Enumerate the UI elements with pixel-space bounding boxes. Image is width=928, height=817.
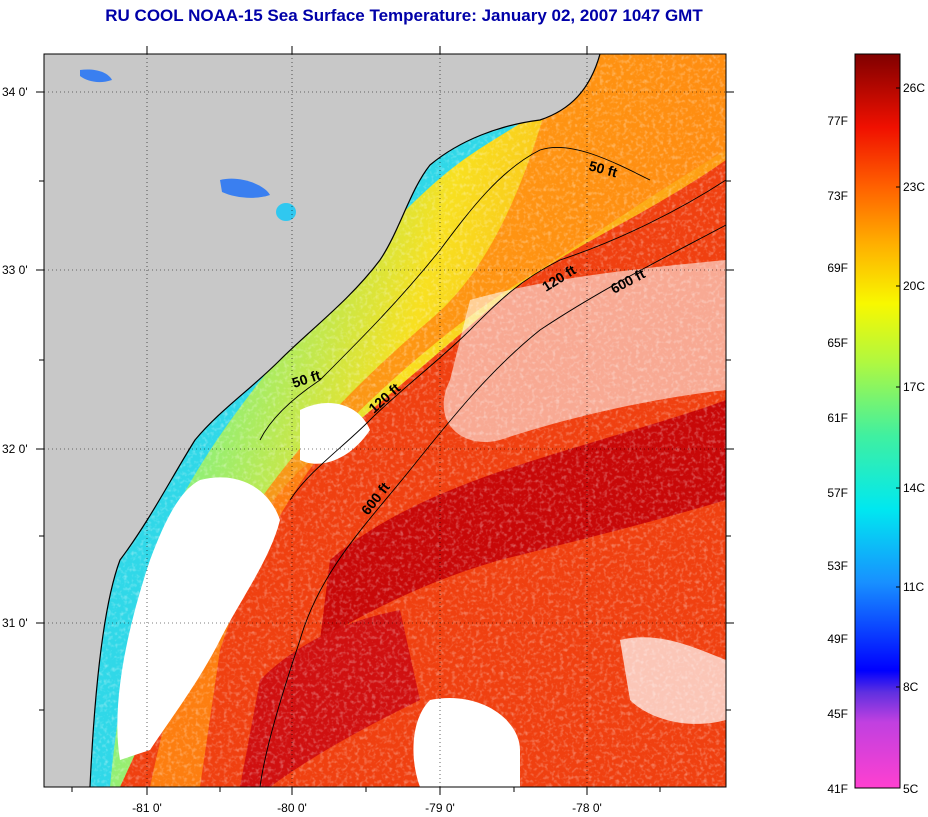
map-title: RU COOL NOAA-15 Sea Surface Temperature:… (105, 6, 703, 25)
isobath-600ft (259, 224, 726, 787)
isobath-120ft (289, 179, 726, 501)
cloud-small (300, 402, 370, 464)
cloud-nearshore (117, 477, 280, 760)
coastline (89, 54, 601, 787)
lat-label-34: 34 0' (2, 85, 28, 99)
cb-label-65f: 65F (827, 336, 848, 350)
cb-label-73f: 73F (827, 189, 848, 203)
cb-label-57f: 57F (827, 486, 848, 500)
lake (276, 203, 296, 221)
cb-label-45f: 45F (827, 707, 848, 721)
axis-ticks (36, 46, 734, 795)
cb-label-49f: 49F (827, 632, 848, 646)
lat-label-32: 32 0' (2, 442, 28, 456)
lake (80, 69, 112, 83)
cb-label-26c: 26C (903, 81, 925, 95)
lon-label-80: -80 0' (277, 801, 307, 815)
colorbar-ticks (896, 87, 900, 688)
cb-label-61f: 61F (827, 411, 848, 425)
cb-label-53f: 53F (827, 559, 848, 573)
graticule (44, 54, 726, 787)
cb-label-77f: 77F (827, 114, 848, 128)
colorbar-fahrenheit-labels: 77F 73F 69F 65F 61F 57F 53F 49F 45F 41F (827, 114, 848, 796)
cloud-south (413, 698, 520, 787)
lake (220, 178, 270, 198)
isobath-50ft (259, 146, 651, 441)
lon-label-81: -81 0' (132, 801, 162, 815)
lat-label-33: 33 0' (2, 263, 28, 277)
cb-label-23c: 23C (903, 180, 925, 194)
map-frame (43, 53, 727, 788)
cb-label-11c: 11C (903, 580, 924, 594)
map-field (44, 54, 726, 787)
land (44, 54, 600, 787)
cb-label-20c: 20C (903, 279, 925, 293)
lon-label-78: -78 0' (572, 801, 602, 815)
cb-label-69f: 69F (827, 261, 848, 275)
colorbar-celsius-labels: 26C 23C 20C 17C 14C 11C 8C 5C (903, 81, 925, 796)
contour-label-50ft-north: 50 ft (587, 157, 619, 180)
cloud-southeast (620, 637, 726, 724)
lat-label-31: 31 0' (2, 616, 28, 630)
cb-label-14c: 14C (903, 481, 925, 495)
lon-label-79: -79 0' (425, 801, 455, 815)
color-bar (854, 53, 901, 789)
cb-label-5c: 5C (903, 782, 919, 796)
cb-label-17c: 17C (903, 380, 925, 394)
cb-label-41f: 41F (827, 782, 848, 796)
cb-label-8c: 8C (903, 680, 919, 694)
